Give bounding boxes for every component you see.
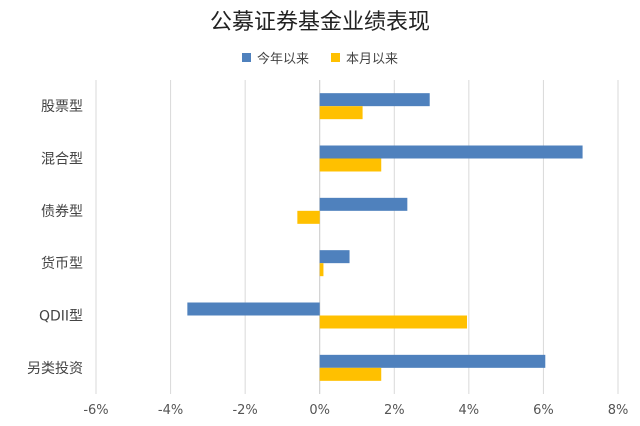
x-tick-label: 2% bbox=[384, 403, 405, 418]
legend-item-ytd: 今年以来 bbox=[241, 48, 309, 67]
x-tick-label: -6% bbox=[83, 403, 108, 418]
bar-mtd bbox=[319, 158, 382, 172]
x-tick-label: -2% bbox=[232, 403, 257, 418]
legend-label-mtd: 本月以来 bbox=[346, 52, 399, 67]
bar-ytd bbox=[319, 145, 583, 159]
chart-title: 公募证券基金业绩表现 bbox=[209, 10, 430, 35]
category-label: 混合型 bbox=[41, 152, 83, 168]
x-tick-label: -4% bbox=[158, 403, 183, 418]
bar-ytd bbox=[319, 197, 408, 211]
bar-ytd bbox=[319, 250, 350, 264]
bar-mtd bbox=[319, 367, 382, 381]
x-tick-label: 8% bbox=[608, 403, 629, 418]
category-label: 股票型 bbox=[41, 99, 83, 115]
legend-swatch-ytd bbox=[241, 53, 251, 62]
bar-mtd bbox=[319, 106, 363, 120]
category-label: QDII型 bbox=[39, 309, 83, 325]
category-label: 另类投资 bbox=[27, 361, 83, 377]
bar-ytd bbox=[319, 354, 546, 368]
legend: 今年以来 本月以来 bbox=[0, 48, 640, 67]
x-tick-label: 6% bbox=[533, 403, 554, 418]
bar-mtd bbox=[297, 210, 320, 224]
category-label: 债券型 bbox=[41, 204, 83, 220]
legend-label-ytd: 今年以来 bbox=[256, 52, 309, 67]
category-label: 货币型 bbox=[41, 255, 83, 272]
bar-mtd bbox=[319, 263, 324, 277]
x-tick-label: 4% bbox=[459, 403, 480, 418]
bar-ytd bbox=[187, 302, 320, 316]
bar-mtd bbox=[319, 315, 467, 329]
bar-ytd bbox=[319, 93, 430, 107]
legend-item-mtd: 本月以来 bbox=[331, 48, 398, 67]
x-tick-label: 0% bbox=[309, 403, 330, 418]
legend-swatch-mtd bbox=[331, 53, 340, 62]
